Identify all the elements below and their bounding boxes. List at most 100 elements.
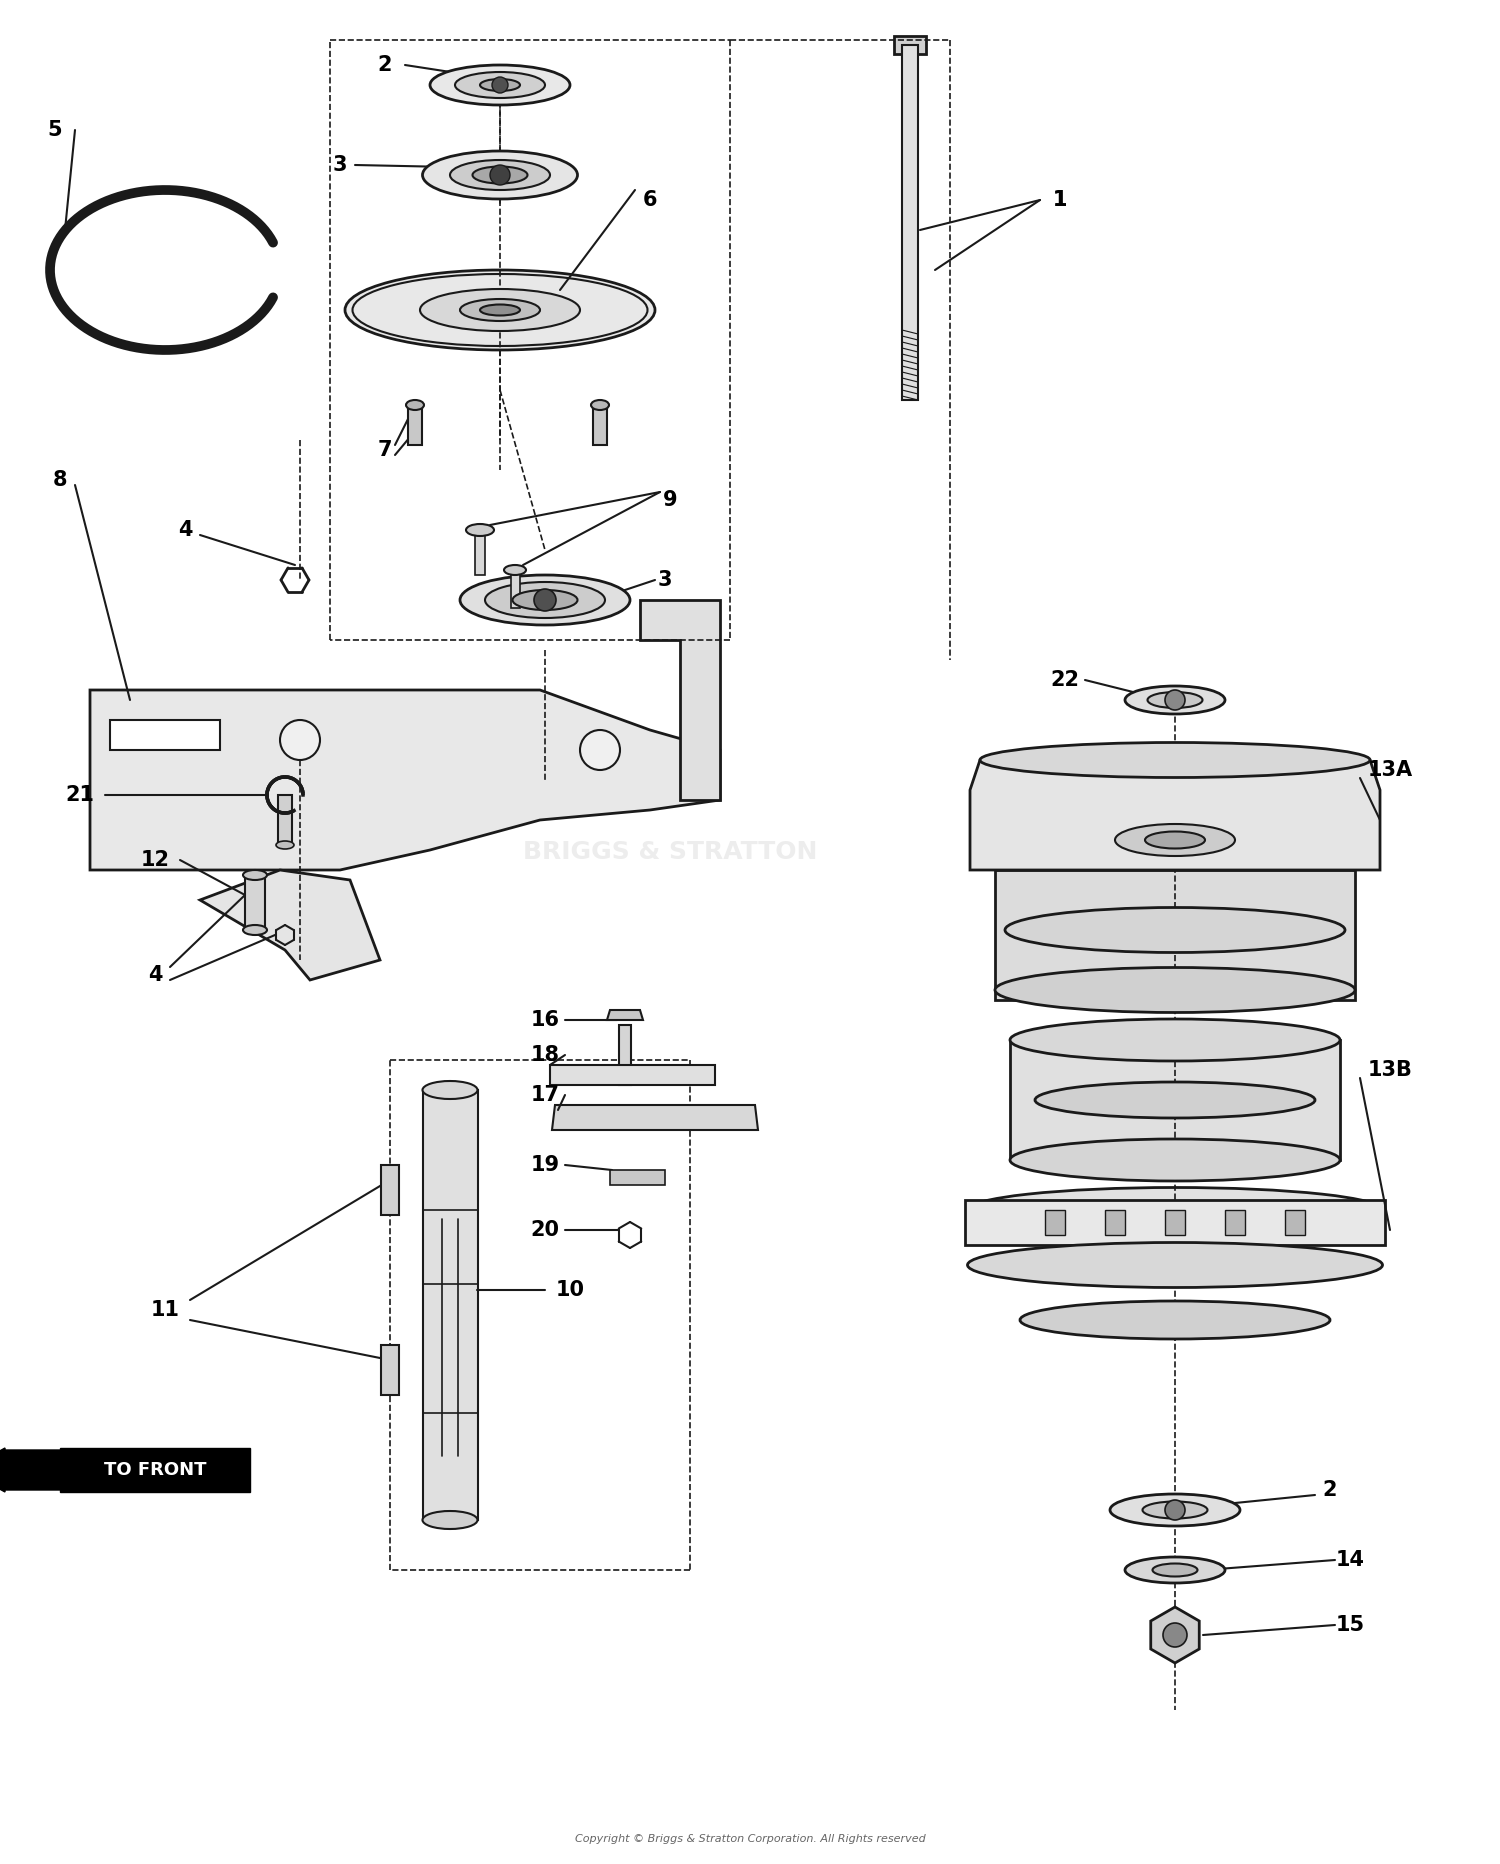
Bar bbox=[381, 1346, 399, 1394]
Text: 10: 10 bbox=[555, 1281, 585, 1299]
Polygon shape bbox=[110, 720, 220, 749]
Text: 12: 12 bbox=[141, 850, 170, 870]
Bar bbox=[1106, 1210, 1125, 1236]
Ellipse shape bbox=[472, 166, 528, 183]
Polygon shape bbox=[894, 35, 926, 54]
Text: 4: 4 bbox=[177, 520, 192, 541]
Bar bbox=[1226, 1210, 1245, 1236]
Text: 20: 20 bbox=[531, 1221, 560, 1240]
Text: 5: 5 bbox=[48, 119, 63, 140]
Text: BRIGGS & STRATTON: BRIGGS & STRATTON bbox=[524, 841, 818, 865]
Ellipse shape bbox=[460, 574, 630, 624]
Text: 19: 19 bbox=[531, 1156, 560, 1174]
Ellipse shape bbox=[280, 720, 320, 761]
Bar bbox=[408, 404, 422, 445]
Polygon shape bbox=[610, 1171, 664, 1186]
Ellipse shape bbox=[1152, 1564, 1197, 1577]
Ellipse shape bbox=[1166, 690, 1185, 710]
Bar bbox=[620, 1025, 632, 1085]
Ellipse shape bbox=[492, 76, 508, 93]
Bar bbox=[278, 796, 292, 844]
Polygon shape bbox=[552, 1105, 758, 1130]
Ellipse shape bbox=[420, 289, 580, 332]
Ellipse shape bbox=[1166, 1501, 1185, 1519]
Bar bbox=[423, 1090, 478, 1519]
Bar bbox=[60, 1448, 250, 1491]
Ellipse shape bbox=[423, 151, 578, 199]
Text: Copyright © Briggs & Stratton Corporation. All Rights reserved: Copyright © Briggs & Stratton Corporatio… bbox=[574, 1834, 926, 1843]
Bar bbox=[1046, 1210, 1065, 1236]
Ellipse shape bbox=[454, 73, 544, 99]
Ellipse shape bbox=[534, 589, 556, 611]
Ellipse shape bbox=[968, 1187, 1383, 1232]
Ellipse shape bbox=[460, 298, 540, 321]
Bar bbox=[512, 570, 520, 608]
Ellipse shape bbox=[490, 166, 510, 185]
Ellipse shape bbox=[1144, 831, 1204, 848]
Ellipse shape bbox=[484, 582, 604, 619]
Ellipse shape bbox=[430, 65, 570, 104]
Ellipse shape bbox=[345, 270, 656, 350]
Polygon shape bbox=[964, 1200, 1384, 1245]
Polygon shape bbox=[994, 870, 1354, 999]
Polygon shape bbox=[200, 870, 380, 980]
Ellipse shape bbox=[423, 1081, 477, 1100]
Ellipse shape bbox=[513, 591, 578, 610]
Polygon shape bbox=[970, 761, 1380, 870]
Ellipse shape bbox=[450, 160, 550, 190]
Text: 21: 21 bbox=[66, 785, 94, 805]
Ellipse shape bbox=[466, 524, 494, 537]
Bar bbox=[902, 45, 918, 401]
Polygon shape bbox=[608, 1010, 644, 1020]
Ellipse shape bbox=[1148, 692, 1203, 708]
Bar bbox=[244, 874, 266, 930]
Ellipse shape bbox=[406, 401, 424, 410]
Polygon shape bbox=[640, 600, 720, 800]
Ellipse shape bbox=[1143, 1502, 1208, 1519]
Text: 17: 17 bbox=[531, 1085, 560, 1105]
FancyArrow shape bbox=[0, 1448, 60, 1491]
Ellipse shape bbox=[423, 1512, 477, 1528]
Text: 1: 1 bbox=[1053, 190, 1068, 211]
Ellipse shape bbox=[994, 967, 1354, 1012]
Bar bbox=[1166, 1210, 1185, 1236]
Bar bbox=[476, 529, 484, 574]
Polygon shape bbox=[1010, 1040, 1340, 1159]
Text: 14: 14 bbox=[1335, 1551, 1365, 1569]
Ellipse shape bbox=[1020, 1301, 1330, 1338]
Text: 3: 3 bbox=[333, 155, 346, 175]
Text: 13A: 13A bbox=[1368, 761, 1413, 779]
Ellipse shape bbox=[968, 1243, 1383, 1288]
Ellipse shape bbox=[1010, 1139, 1340, 1182]
Polygon shape bbox=[550, 1064, 716, 1085]
Ellipse shape bbox=[1125, 686, 1226, 714]
Ellipse shape bbox=[980, 742, 1370, 777]
Text: 18: 18 bbox=[531, 1046, 560, 1064]
Ellipse shape bbox=[1010, 1020, 1340, 1061]
Ellipse shape bbox=[1114, 824, 1234, 856]
Ellipse shape bbox=[480, 304, 520, 315]
Ellipse shape bbox=[1125, 1556, 1226, 1583]
Text: 11: 11 bbox=[150, 1299, 180, 1320]
Ellipse shape bbox=[276, 841, 294, 848]
Text: 7: 7 bbox=[378, 440, 393, 460]
Ellipse shape bbox=[1035, 1081, 1316, 1118]
Ellipse shape bbox=[1110, 1495, 1240, 1527]
Ellipse shape bbox=[580, 731, 620, 770]
Ellipse shape bbox=[243, 870, 267, 880]
Ellipse shape bbox=[243, 925, 267, 936]
Ellipse shape bbox=[480, 78, 520, 91]
Bar bbox=[592, 404, 608, 445]
Text: 9: 9 bbox=[663, 490, 678, 511]
Ellipse shape bbox=[591, 401, 609, 410]
Text: 22: 22 bbox=[1050, 669, 1080, 690]
Text: 13B: 13B bbox=[1368, 1061, 1413, 1079]
Polygon shape bbox=[90, 690, 720, 870]
Text: 1: 1 bbox=[1053, 190, 1068, 211]
Text: 6: 6 bbox=[642, 190, 657, 211]
Text: 3: 3 bbox=[657, 570, 672, 591]
Bar bbox=[1286, 1210, 1305, 1236]
Text: TO FRONT: TO FRONT bbox=[104, 1461, 206, 1478]
Bar bbox=[381, 1165, 399, 1215]
Ellipse shape bbox=[504, 565, 526, 574]
